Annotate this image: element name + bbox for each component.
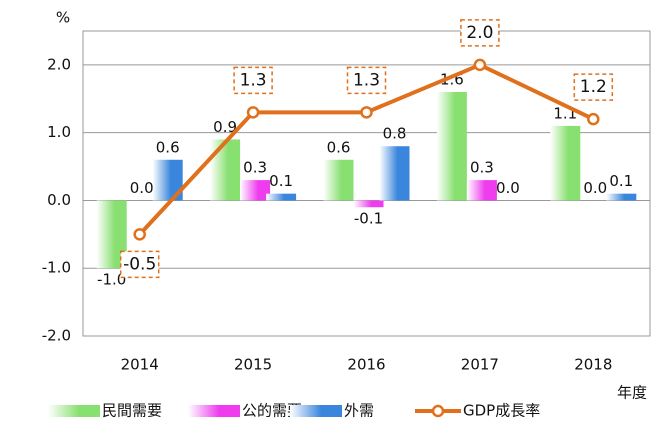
y-tick-label: 1.0 <box>47 123 71 141</box>
x-tick-label: 2015 <box>234 356 272 374</box>
legend-swatch <box>290 405 342 417</box>
marker <box>135 229 145 239</box>
x-tick-label: 2016 <box>347 356 385 374</box>
data-label: 0.8 <box>383 125 407 143</box>
legend-label: 外需 <box>344 402 374 420</box>
bar <box>437 92 467 200</box>
bar <box>210 139 240 200</box>
x-tick-label: 2014 <box>121 356 159 374</box>
data-label: 0.3 <box>243 159 267 177</box>
legend-swatch <box>48 405 100 417</box>
data-label: 0.1 <box>269 172 293 190</box>
bar <box>240 180 270 200</box>
bar <box>354 200 384 207</box>
data-label: 0.3 <box>470 159 494 177</box>
data-label: 0.6 <box>156 138 180 156</box>
y-tick-label: -2.0 <box>42 327 71 345</box>
bar <box>266 194 296 201</box>
bar <box>550 126 580 201</box>
data-label: -0.1 <box>354 210 383 228</box>
data-label: 1.3 <box>353 70 380 90</box>
legend-marker <box>433 406 443 416</box>
data-label: 0.6 <box>327 138 351 156</box>
legend-label: GDP成長率 <box>463 402 540 420</box>
data-label: 2.0 <box>466 23 493 43</box>
data-label: 0.1 <box>609 172 633 190</box>
bar <box>324 160 354 201</box>
data-label: 0.0 <box>583 179 607 197</box>
data-label: -0.5 <box>123 254 156 274</box>
x-tick-label: 2018 <box>574 356 612 374</box>
marker <box>475 60 485 70</box>
bar <box>467 180 497 200</box>
y-tick-label: -1.0 <box>42 259 71 277</box>
x-tick-label: 2017 <box>461 356 499 374</box>
data-label: 0.0 <box>130 179 154 197</box>
legend-label: 民間需要 <box>102 402 162 420</box>
bar <box>380 146 410 200</box>
bar <box>606 194 636 201</box>
x-axis-title: 年度 <box>617 384 647 402</box>
data-label: 0.0 <box>496 179 520 197</box>
y-tick-label: 0.0 <box>47 191 71 209</box>
legend-swatch <box>188 405 240 417</box>
y-axis-title: % <box>56 9 70 27</box>
data-label: 1.3 <box>240 70 267 90</box>
data-label: 1.2 <box>580 77 607 97</box>
y-tick-label: 2.0 <box>47 55 71 73</box>
marker <box>362 107 372 117</box>
marker <box>248 107 258 117</box>
marker <box>588 114 598 124</box>
